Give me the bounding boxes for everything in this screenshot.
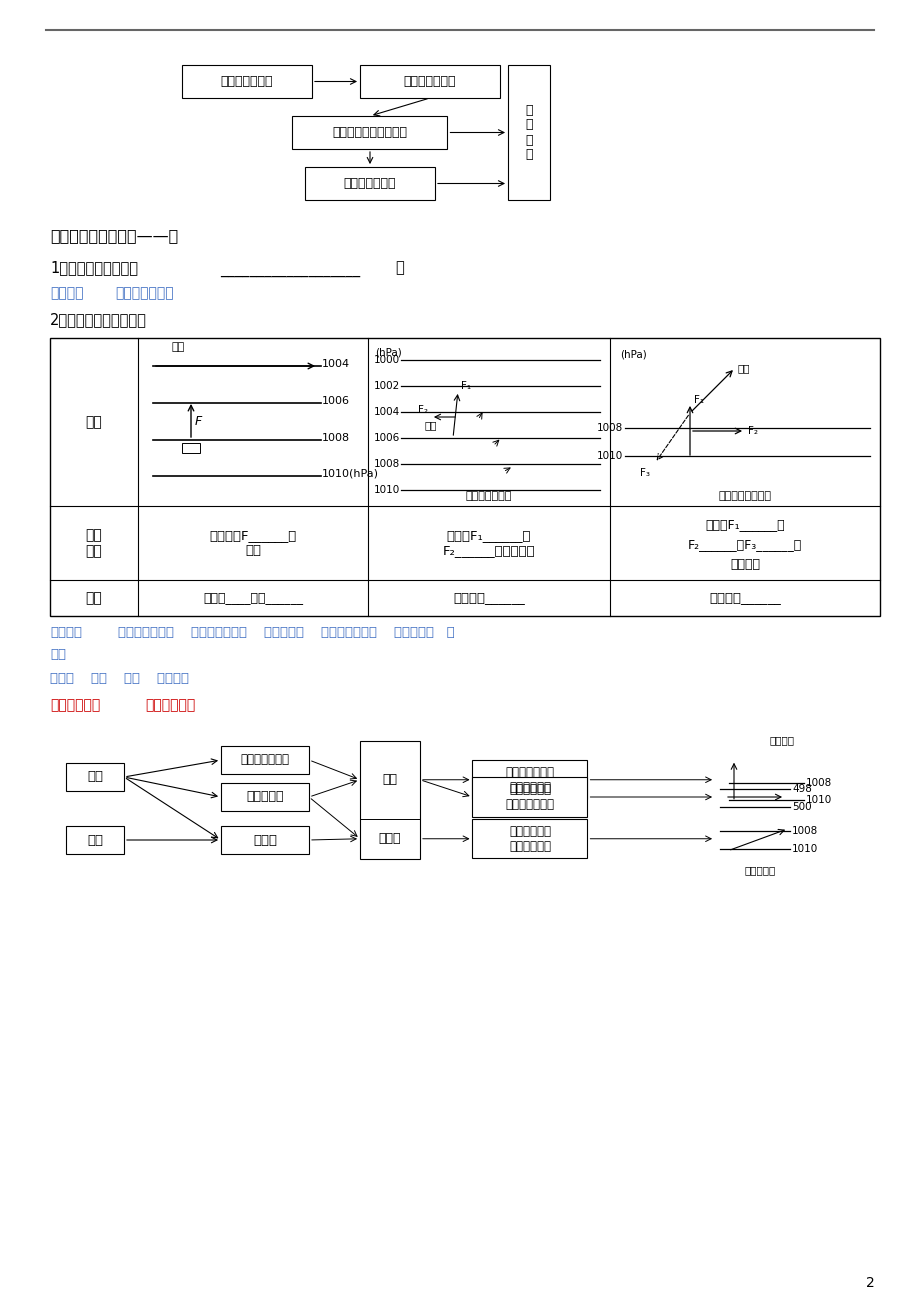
Text: （北半球近地面）: （北半球近地面） [718, 491, 771, 501]
Text: 1010: 1010 [805, 794, 832, 805]
Bar [182, 65, 312, 98]
Text: 1000: 1000 [373, 355, 400, 365]
Text: 擦力: 擦力 [50, 648, 66, 661]
Text: （南半球高空）: （南半球高空） [465, 491, 512, 501]
Text: (hPa): (hPa) [619, 350, 646, 359]
Text: 摩擦力: 摩擦力 [253, 833, 277, 846]
Text: (hPa): (hPa) [375, 348, 402, 358]
Text: 风向: 风向 [737, 363, 750, 372]
Text: 垂直于____指向______: 垂直于____指向______ [203, 591, 302, 604]
Text: 1006: 1006 [322, 396, 349, 406]
Text: 与等压线______: 与等压线______ [709, 591, 780, 604]
Bar [182, 443, 199, 453]
Text: 500: 500 [791, 802, 811, 812]
Bar [305, 167, 435, 201]
Text: 风向: 风向 [85, 591, 102, 605]
Text: 只受图中F______的
影响: 只受图中F______的 影响 [210, 529, 296, 557]
Text: 同一水平面的气压差异: 同一水平面的气压差异 [332, 126, 407, 139]
Text: F: F [195, 415, 202, 428]
Text: ___________________: ___________________ [220, 262, 359, 277]
Text: 图解风的形成: 图解风的形成 [145, 698, 195, 712]
Text: 空气的垂直运动: 空气的垂直运动 [403, 76, 456, 89]
Text: 共同影响: 共同影响 [729, 559, 759, 572]
Text: 三力平衡，风
向斜穿等压线: 三力平衡，风 向斜穿等压线 [508, 824, 550, 853]
Text: （百帕）: （百帕） [769, 736, 794, 745]
Text: 受图中F₁______与
F₂______的共同影响: 受图中F₁______与 F₂______的共同影响 [442, 529, 535, 557]
Text: 二力平衡，风
向平行于等压线: 二力平衡，风 向平行于等压线 [505, 783, 554, 811]
Text: 图示: 图示 [85, 415, 102, 428]
Text: 。: 。 [394, 260, 403, 275]
Text: 风向: 风向 [87, 771, 103, 784]
Text: 2．风的受力状况与风向: 2．风的受力状况与风向 [50, 312, 147, 327]
Text: 高空: 高空 [382, 773, 397, 786]
Text: 1．形成的直接原因：: 1．形成的直接原因： [50, 260, 138, 275]
Text: 近地面: 近地面 [379, 832, 401, 845]
Text: 1006: 1006 [373, 434, 400, 443]
Bar [472, 760, 587, 799]
Text: 一力作用，风向
垂直于等压线: 一力作用，风向 垂直于等压线 [505, 766, 554, 794]
Text: 1010: 1010 [373, 486, 400, 495]
Bar [221, 825, 309, 854]
Text: 1010: 1010 [791, 844, 817, 854]
Text: 1008: 1008 [322, 434, 350, 443]
Text: 等压线    低压    平行    成一夹角: 等压线 低压 平行 成一夹角 [50, 672, 188, 685]
Text: 1002: 1002 [373, 381, 400, 391]
Text: 与等压线______: 与等压线______ [453, 591, 525, 604]
Text: 1010(hPa): 1010(hPa) [322, 469, 379, 479]
Text: F₂______和F₃______的: F₂______和F₃______的 [687, 538, 801, 551]
Text: 【注意提示】: 【注意提示】 [50, 698, 100, 712]
Bar [472, 819, 587, 858]
Text: 1008: 1008 [373, 460, 400, 469]
Bar [472, 777, 587, 816]
Bar [66, 763, 124, 792]
Bar [359, 741, 420, 859]
Text: 2: 2 [866, 1276, 874, 1290]
Text: 地转偏向力: 地转偏向力 [246, 790, 283, 803]
Text: 1008: 1008 [596, 423, 622, 434]
Text: 【答案】: 【答案】 [50, 626, 82, 639]
Text: 【答案】: 【答案】 [50, 286, 84, 299]
Bar [292, 116, 447, 148]
Text: 受力
状况: 受力 状况 [85, 527, 102, 559]
Text: 热
力
环
流: 热 力 环 流 [525, 103, 532, 161]
Text: 大气的水平运动: 大气的水平运动 [344, 177, 396, 190]
Text: 1010: 1010 [596, 450, 622, 461]
Bar [50, 339, 879, 616]
Text: 498: 498 [791, 784, 811, 794]
Text: F₁: F₁ [693, 395, 703, 405]
Text: F₃: F₃ [640, 467, 650, 478]
Bar [66, 825, 124, 854]
Text: 1008: 1008 [805, 777, 832, 788]
Text: 1004: 1004 [322, 359, 350, 368]
Text: 风向: 风向 [171, 342, 185, 352]
Bar [359, 65, 499, 98]
Text: F₂: F₂ [747, 426, 757, 436]
Bar [221, 783, 309, 811]
Text: 风速: 风速 [87, 833, 103, 846]
Text: 风向: 风向 [425, 421, 437, 430]
Text: 1004: 1004 [373, 408, 400, 417]
Text: 水平气压梯度力: 水平气压梯度力 [240, 754, 289, 767]
Text: F₁: F₁ [460, 381, 471, 391]
Text: 受图中F₁______、: 受图中F₁______、 [705, 518, 784, 531]
Text: 水平气压梯度力: 水平气压梯度力 [115, 286, 174, 299]
Text: 1008: 1008 [791, 825, 817, 836]
Text: 水平气压梯度力    水平气压梯度力    地转偏向力    水平气压梯度力    地转偏向力   摩: 水平气压梯度力 水平气压梯度力 地转偏向力 水平气压梯度力 地转偏向力 摩 [118, 626, 454, 639]
Text: 三、大气的水平运动——风: 三、大气的水平运动——风 [50, 228, 178, 243]
Text: F₂: F₂ [417, 405, 427, 415]
Bar [507, 65, 550, 201]
Text: （北半球）: （北半球） [743, 865, 775, 875]
Text: 地面间冷热不均: 地面间冷热不均 [221, 76, 273, 89]
Bar [221, 746, 309, 773]
